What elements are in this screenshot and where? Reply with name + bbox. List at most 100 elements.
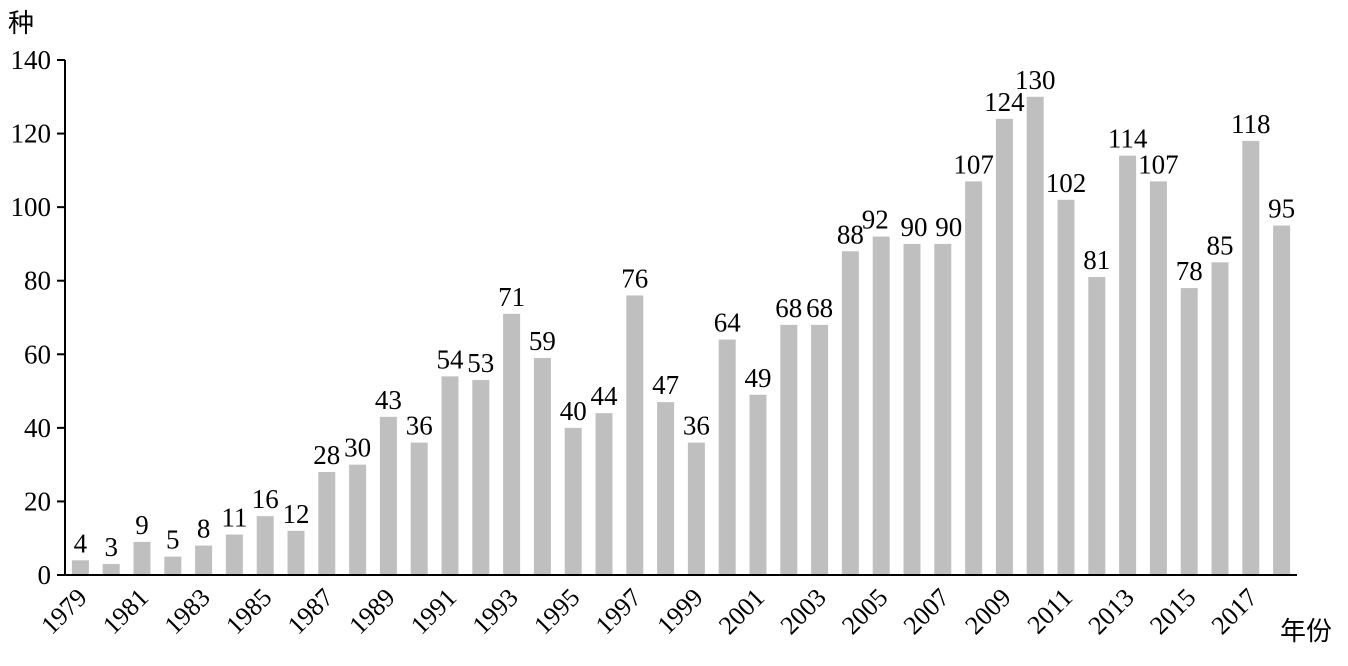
x-tick-label-2005: 2005: [836, 583, 893, 640]
bar-1989: [379, 416, 397, 575]
value-label-1991: 54: [437, 344, 465, 374]
x-tick-label-1979: 1979: [35, 583, 92, 640]
value-label-2008: 107: [953, 149, 994, 179]
y-tick-label: 80: [24, 266, 51, 296]
bar-2011: [1057, 199, 1075, 576]
bar-1990: [410, 442, 428, 575]
y-tick-label: 120: [11, 119, 52, 149]
bar-1987: [318, 472, 336, 575]
value-label-1993: 71: [498, 282, 525, 312]
bar-1994: [533, 357, 551, 575]
bar-2013: [1119, 155, 1137, 575]
x-tick-label-2001: 2001: [713, 583, 770, 640]
x-tick-label-2009: 2009: [959, 583, 1016, 640]
value-label-1995: 40: [560, 396, 587, 426]
bar-1981: [133, 541, 151, 575]
bar-2003: [811, 324, 829, 575]
value-label-2018: 95: [1268, 194, 1295, 224]
y-tick-label: 40: [24, 413, 51, 443]
value-label-1985: 16: [252, 484, 279, 514]
bar-2014: [1149, 181, 1167, 575]
x-tick-label-1997: 1997: [590, 583, 647, 640]
x-tick-label-1991: 1991: [405, 583, 462, 640]
value-label-1979: 4: [74, 528, 88, 558]
x-tick-label-1989: 1989: [343, 583, 400, 640]
x-tick-label-2015: 2015: [1144, 583, 1201, 640]
value-label-1983: 8: [197, 514, 211, 544]
value-label-1988: 30: [344, 433, 371, 463]
y-tick-label: 60: [24, 339, 51, 369]
value-label-2016: 85: [1207, 230, 1234, 260]
x-tick-label-2017: 2017: [1206, 583, 1263, 640]
value-label-1986: 12: [283, 499, 310, 529]
x-tick-label-1993: 1993: [467, 583, 524, 640]
bar-1998: [657, 402, 675, 575]
value-label-2006: 90: [901, 212, 928, 242]
value-label-2005: 92: [862, 205, 889, 235]
bar-2001: [749, 394, 767, 575]
bar-1999: [687, 442, 705, 575]
value-label-1997: 76: [621, 263, 648, 293]
x-axis-title: 年份: [1280, 617, 1332, 647]
value-label-1980: 3: [104, 532, 118, 562]
value-label-2012: 81: [1083, 245, 1110, 275]
value-label-1989: 43: [375, 385, 402, 415]
bar-2007: [934, 243, 952, 575]
bar-2002: [780, 324, 798, 575]
value-label-1987: 28: [313, 440, 340, 470]
value-label-1982: 5: [166, 525, 180, 555]
value-label-1984: 11: [221, 503, 247, 533]
bar-2015: [1180, 288, 1198, 575]
value-label-2003: 68: [806, 293, 833, 323]
bar-2006: [903, 243, 921, 575]
value-label-1994: 59: [529, 326, 556, 356]
bar-2018: [1273, 225, 1291, 576]
bar-1988: [349, 464, 367, 575]
value-label-2010: 130: [1015, 65, 1056, 95]
bar-2010: [1026, 96, 1044, 576]
bar-1991: [441, 376, 459, 575]
value-label-1990: 36: [406, 411, 433, 441]
value-label-1999: 36: [683, 411, 710, 441]
bars: [71, 96, 1291, 576]
bar-2009: [995, 118, 1013, 575]
bar-2005: [872, 236, 890, 576]
value-label-2017: 118: [1231, 109, 1271, 139]
value-label-2000: 64: [714, 308, 742, 338]
x-tick-label-2007: 2007: [898, 583, 955, 640]
value-label-1992: 53: [467, 348, 494, 378]
y-tick-label: 100: [11, 192, 52, 222]
bar-1997: [626, 295, 644, 575]
bar-2012: [1088, 277, 1106, 575]
x-tick-label-1999: 1999: [651, 583, 708, 640]
x-tick-label-1987: 1987: [282, 583, 339, 640]
y-axis: 0 20 40 60 80 100 120 140: [11, 45, 65, 590]
value-label-2009: 124: [984, 87, 1025, 117]
x-tick-label-2013: 2013: [1083, 583, 1140, 640]
value-label-2001: 49: [745, 363, 772, 393]
bar-2008: [965, 181, 983, 575]
value-label-2011: 102: [1046, 168, 1087, 198]
x-axis: 1979 1981 1983 1985 1987 1989 1991 1993 1995 1997…: [35, 583, 1263, 640]
x-tick-label-1995: 1995: [528, 583, 585, 640]
bar-1995: [564, 427, 582, 575]
bar-1983: [195, 545, 213, 575]
bar-1984: [225, 534, 243, 575]
y-tick-label: 140: [11, 45, 52, 75]
y-axis-title: 种: [8, 9, 34, 39]
value-label-2007: 90: [935, 212, 962, 242]
bar-1979: [71, 560, 89, 575]
value-label-2015: 78: [1176, 256, 1203, 286]
bar-2004: [841, 251, 859, 576]
value-label-1996: 44: [591, 381, 619, 411]
x-tick-label-2003: 2003: [775, 583, 832, 640]
bar-1980: [102, 563, 120, 575]
value-label-1998: 47: [652, 370, 679, 400]
bar-1992: [472, 380, 490, 575]
value-label-2002: 68: [775, 293, 802, 323]
bar-1986: [287, 530, 305, 575]
x-tick-label-1983: 1983: [159, 583, 216, 640]
value-label-1981: 9: [135, 510, 149, 540]
